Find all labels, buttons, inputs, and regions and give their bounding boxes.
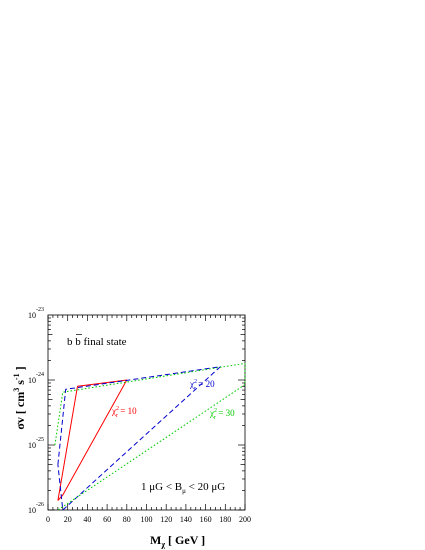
series-line-0	[57, 379, 128, 501]
final-state-annotation: b b final state	[67, 336, 127, 348]
y-tick-exponent: -23	[36, 307, 44, 313]
x-tick-label: 160	[200, 515, 212, 524]
y-tick-label: 10	[28, 311, 36, 320]
x-axis-label: Mχ [ GeV ]	[150, 533, 205, 549]
y-axis-label: σv [ cm3 s-1 ]	[12, 366, 27, 429]
x-tick-label: 40	[83, 515, 91, 524]
x-tick-label: 140	[180, 515, 192, 524]
y-tick-label: 10	[28, 441, 36, 450]
y-tick-label: 10	[28, 506, 36, 515]
x-tick-label: 100	[141, 515, 153, 524]
y-tick-exponent: -25	[36, 437, 44, 443]
x-tick-label: 120	[160, 515, 172, 524]
series-line-2	[54, 362, 246, 511]
y-tick-exponent: -24	[36, 372, 44, 378]
x-tick-label: 60	[103, 515, 111, 524]
series-label-chi2-20: χ2 r = 20	[189, 379, 215, 392]
tick-marks	[47, 315, 246, 511]
series-group	[54, 362, 246, 511]
series-label-chi2-10: χ2 r = 10	[111, 406, 137, 419]
y-tick-exponent: -26	[36, 502, 44, 508]
y-tick-label: 10	[28, 376, 36, 385]
x-tick-label: 20	[64, 515, 72, 524]
series-label-chi2-30: χ2 r = 30	[209, 408, 235, 421]
x-tick-labels: 0 20 40 60 80 100 120 140 160 180 200	[46, 515, 251, 524]
magnetic-field-annotation: 1 μG < Bμ < 20 μG	[141, 481, 225, 495]
x-tick-label: 0	[46, 515, 50, 524]
series-line-1	[57, 366, 221, 511]
x-tick-label: 200	[239, 515, 251, 524]
x-tick-label: 80	[123, 515, 131, 524]
x-tick-label: 180	[219, 515, 231, 524]
